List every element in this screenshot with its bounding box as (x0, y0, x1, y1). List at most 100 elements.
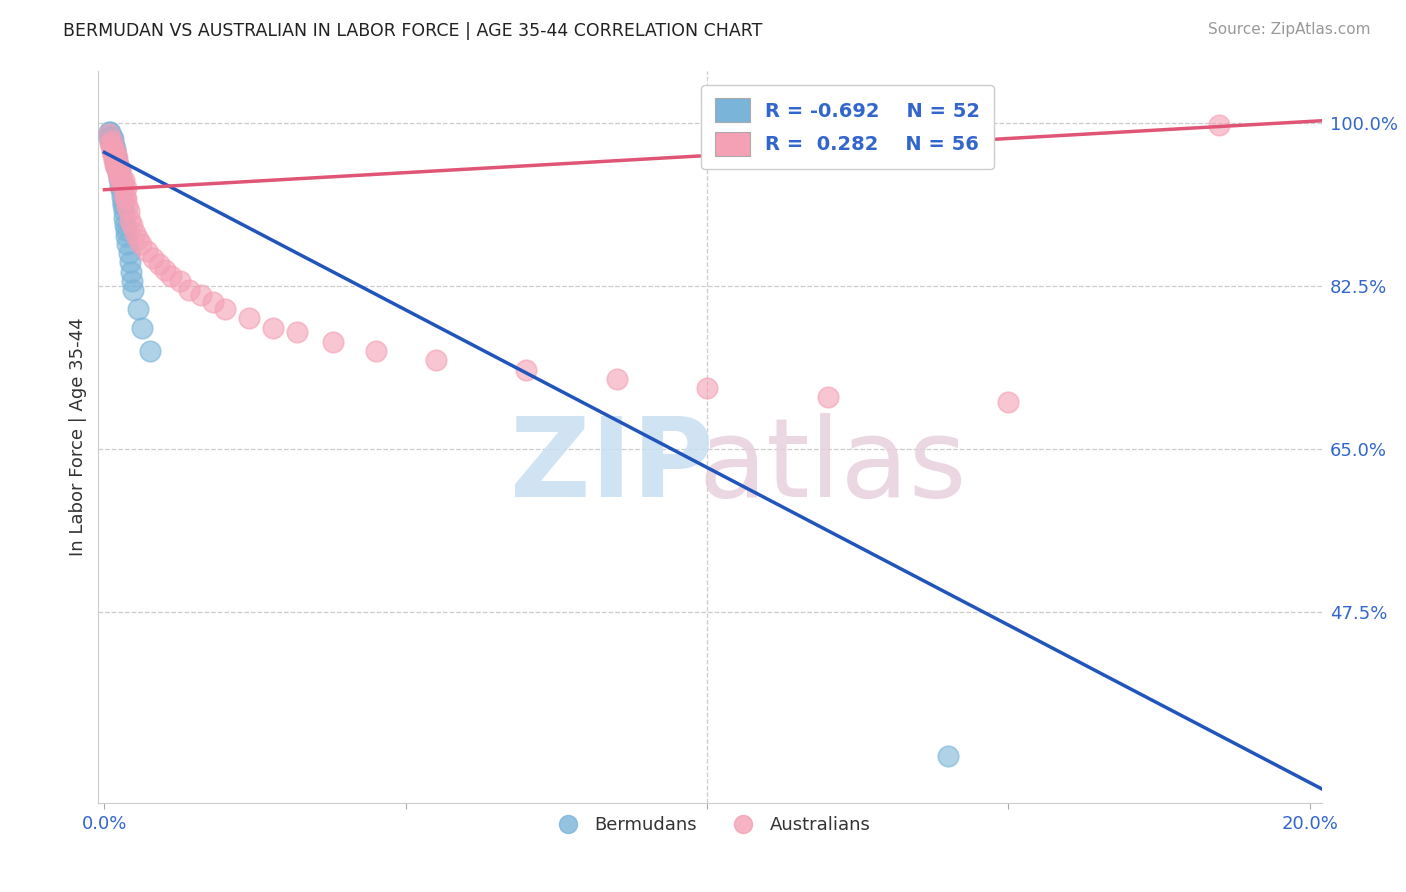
Point (100, 125, 122, 139)
Point (103, 136, 125, 150)
Point (108, 171, 131, 186)
Point (108, 164, 131, 178)
Point (98, 136, 121, 150)
Point (108, 171, 131, 186)
Point (238, 311, 260, 326)
Point (108, 162, 131, 177)
Point (104, 154, 127, 169)
Point (104, 148, 127, 162)
Point (135, 244, 157, 259)
Point (105, 161, 128, 175)
Point (107, 161, 129, 175)
Point (112, 197, 135, 211)
Point (606, 372, 628, 386)
Point (104, 148, 127, 162)
Point (110, 183, 132, 197)
Point (103, 144, 125, 158)
Point (107, 157, 129, 171)
Point (103, 145, 125, 160)
Point (100, 139, 122, 153)
Point (127, 232, 149, 246)
Point (100, 129, 122, 144)
Point (262, 320, 284, 334)
Point (112, 183, 135, 197)
Point (817, 391, 839, 405)
Point (98, 129, 121, 144)
Text: Source: ZipAtlas.com: Source: ZipAtlas.com (1208, 22, 1371, 37)
Point (124, 226, 146, 240)
Point (115, 229, 138, 244)
Point (169, 274, 191, 288)
Point (201, 294, 224, 309)
Point (103, 142, 125, 156)
Point (98, 125, 121, 139)
Point (108, 178, 131, 193)
Point (127, 301, 149, 316)
Point (110, 176, 132, 190)
Point (110, 176, 132, 190)
Point (104, 144, 127, 158)
Point (101, 139, 124, 153)
Point (114, 190, 136, 204)
Point (129, 236, 152, 251)
Point (105, 157, 128, 171)
Point (100, 144, 122, 158)
Point (696, 381, 718, 395)
Point (1208, 119, 1230, 133)
Point (122, 283, 145, 297)
Point (112, 173, 135, 187)
Point (120, 265, 142, 279)
Point (112, 211, 135, 225)
Point (101, 132, 124, 146)
Point (100, 134, 122, 148)
Point (97, 127, 120, 141)
Point (112, 204, 135, 219)
Point (100, 139, 122, 153)
Point (285, 325, 308, 339)
Text: atlas: atlas (699, 413, 966, 520)
Point (117, 199, 139, 213)
Point (108, 164, 131, 178)
Point (121, 274, 143, 288)
Y-axis label: In Labor Force | Age 35-44: In Labor Force | Age 35-44 (69, 318, 87, 557)
Point (101, 148, 124, 162)
Point (104, 145, 127, 160)
Point (148, 257, 170, 271)
Point (101, 134, 124, 148)
Point (111, 176, 134, 190)
Legend: Bermudans, Australians: Bermudans, Australians (543, 809, 877, 841)
Point (108, 173, 131, 187)
Point (322, 334, 344, 349)
Point (104, 157, 127, 171)
Point (104, 153, 127, 167)
Point (111, 190, 134, 204)
Point (107, 157, 129, 171)
Point (108, 169, 131, 184)
Text: BERMUDAN VS AUSTRALIAN IN LABOR FORCE | AGE 35-44 CORRELATION CHART: BERMUDAN VS AUSTRALIAN IN LABOR FORCE | … (63, 22, 762, 40)
Point (105, 151, 128, 165)
Point (114, 218, 136, 232)
Point (110, 169, 132, 184)
Point (153, 262, 176, 277)
Point (101, 134, 124, 148)
Point (138, 343, 160, 358)
Point (111, 194, 134, 209)
Text: ZIP: ZIP (510, 413, 714, 520)
Point (117, 246, 139, 260)
Point (190, 288, 212, 302)
Point (117, 236, 139, 251)
Point (107, 167, 129, 181)
Point (105, 151, 128, 165)
Point (114, 181, 136, 195)
Point (142, 251, 165, 265)
Point (104, 148, 127, 162)
Point (515, 362, 537, 376)
Point (159, 269, 181, 284)
Point (108, 167, 131, 181)
Point (177, 283, 200, 297)
Point (103, 139, 125, 153)
Point (103, 153, 125, 167)
Point (115, 192, 138, 206)
Point (114, 223, 136, 237)
Point (121, 218, 143, 232)
